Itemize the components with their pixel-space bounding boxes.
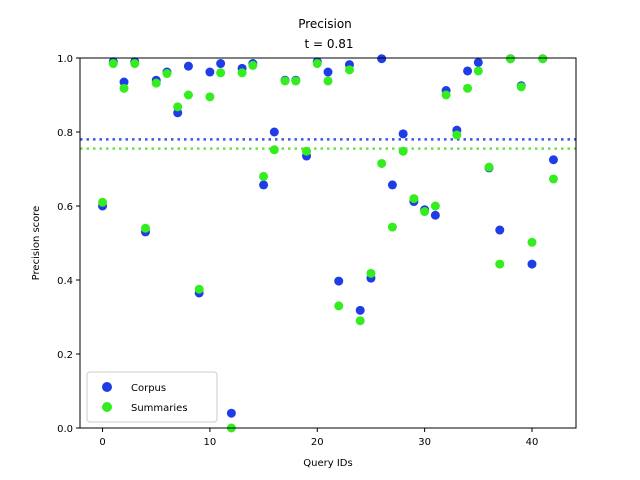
plot-frame	[79, 57, 577, 429]
point-summaries-33	[452, 130, 462, 140]
point-summaries-13	[237, 68, 247, 78]
y-tick-label-0.8: 0.8	[57, 128, 73, 139]
point-summaries-37	[495, 259, 505, 269]
legend-label-corpus: Corpus	[131, 383, 166, 394]
point-summaries-27	[387, 222, 397, 232]
point-corpus-15	[259, 180, 269, 190]
point-summaries-5	[151, 78, 161, 88]
x-tick-label-0: 0	[99, 437, 105, 448]
point-summaries-20	[312, 59, 322, 69]
point-corpus-10	[205, 67, 215, 77]
point-corpus-21	[323, 67, 333, 77]
y-tick-label-0.4: 0.4	[57, 276, 73, 287]
chart-subtitle: t = 0.81	[304, 37, 353, 51]
point-corpus-24	[355, 305, 365, 315]
point-summaries-0	[98, 197, 108, 207]
x-tick-label-40: 40	[526, 437, 539, 448]
point-corpus-12	[226, 408, 236, 418]
point-summaries-8	[183, 90, 193, 100]
point-summaries-17	[280, 76, 290, 86]
point-summaries-28	[398, 146, 408, 156]
y-axis-ticks: 0.0 0.2 0.4 0.6 0.8 1.0	[57, 54, 80, 435]
y-axis-label: Precision score	[31, 206, 42, 281]
x-tick-label-30: 30	[418, 437, 431, 448]
point-corpus-8	[183, 61, 193, 71]
data-points	[98, 54, 558, 433]
point-summaries-19	[302, 146, 312, 156]
point-summaries-40	[527, 237, 537, 247]
y-tick-label-0: 0.0	[57, 424, 73, 435]
point-summaries-1	[108, 59, 118, 69]
point-summaries-15	[259, 171, 269, 181]
point-summaries-7	[173, 102, 183, 112]
y-tick-label-0.2: 0.2	[57, 350, 73, 361]
point-summaries-23	[344, 65, 354, 75]
point-corpus-16	[269, 127, 279, 137]
legend-marker-summaries	[102, 402, 112, 412]
chart-title: Precision	[298, 17, 352, 31]
point-summaries-18	[291, 76, 301, 86]
x-axis-label: Query IDs	[303, 458, 352, 469]
point-summaries-22	[334, 301, 344, 311]
point-summaries-41	[538, 54, 548, 64]
point-summaries-29	[409, 194, 419, 204]
point-corpus-22	[334, 276, 344, 286]
x-tick-label-10: 10	[204, 437, 217, 448]
reference-lines	[80, 138, 576, 150]
legend-box	[86, 371, 218, 423]
point-summaries-6	[162, 69, 172, 79]
point-corpus-28	[398, 129, 408, 139]
point-summaries-10	[205, 92, 215, 102]
point-corpus-35	[473, 57, 483, 67]
legend-marker-corpus	[102, 382, 112, 392]
point-summaries-21	[323, 76, 333, 86]
point-summaries-32	[441, 90, 451, 100]
point-corpus-42	[548, 155, 558, 165]
point-summaries-36	[484, 162, 494, 172]
point-corpus-27	[387, 180, 397, 190]
point-summaries-3	[130, 59, 140, 69]
point-summaries-25	[366, 268, 376, 278]
point-summaries-39	[516, 82, 526, 92]
legend: Corpus Summaries	[86, 371, 218, 423]
point-corpus-40	[527, 259, 537, 269]
point-summaries-30	[420, 207, 430, 217]
point-summaries-35	[473, 66, 483, 76]
point-summaries-42	[548, 174, 558, 184]
point-summaries-38	[506, 54, 516, 64]
point-summaries-31	[430, 201, 440, 211]
y-tick-label-1: 1.0	[57, 54, 73, 65]
point-summaries-34	[463, 83, 473, 93]
point-corpus-26	[377, 54, 387, 64]
point-corpus-11	[216, 59, 226, 69]
point-summaries-11	[216, 68, 226, 78]
y-tick-label-0.6: 0.6	[57, 202, 73, 213]
x-tick-label-20: 20	[311, 437, 324, 448]
point-corpus-31	[430, 210, 440, 220]
point-summaries-26	[377, 158, 387, 168]
point-summaries-4	[140, 223, 150, 233]
point-corpus-34	[463, 66, 473, 76]
legend-label-summaries: Summaries	[131, 403, 188, 414]
point-summaries-2	[119, 83, 129, 93]
point-summaries-14	[248, 60, 258, 70]
point-corpus-2	[119, 77, 129, 87]
point-summaries-16	[269, 145, 279, 155]
point-summaries-24	[355, 316, 365, 326]
x-axis-ticks: 0 10 20 30 40	[99, 428, 538, 448]
point-summaries-9	[194, 284, 204, 294]
point-corpus-37	[495, 225, 505, 235]
